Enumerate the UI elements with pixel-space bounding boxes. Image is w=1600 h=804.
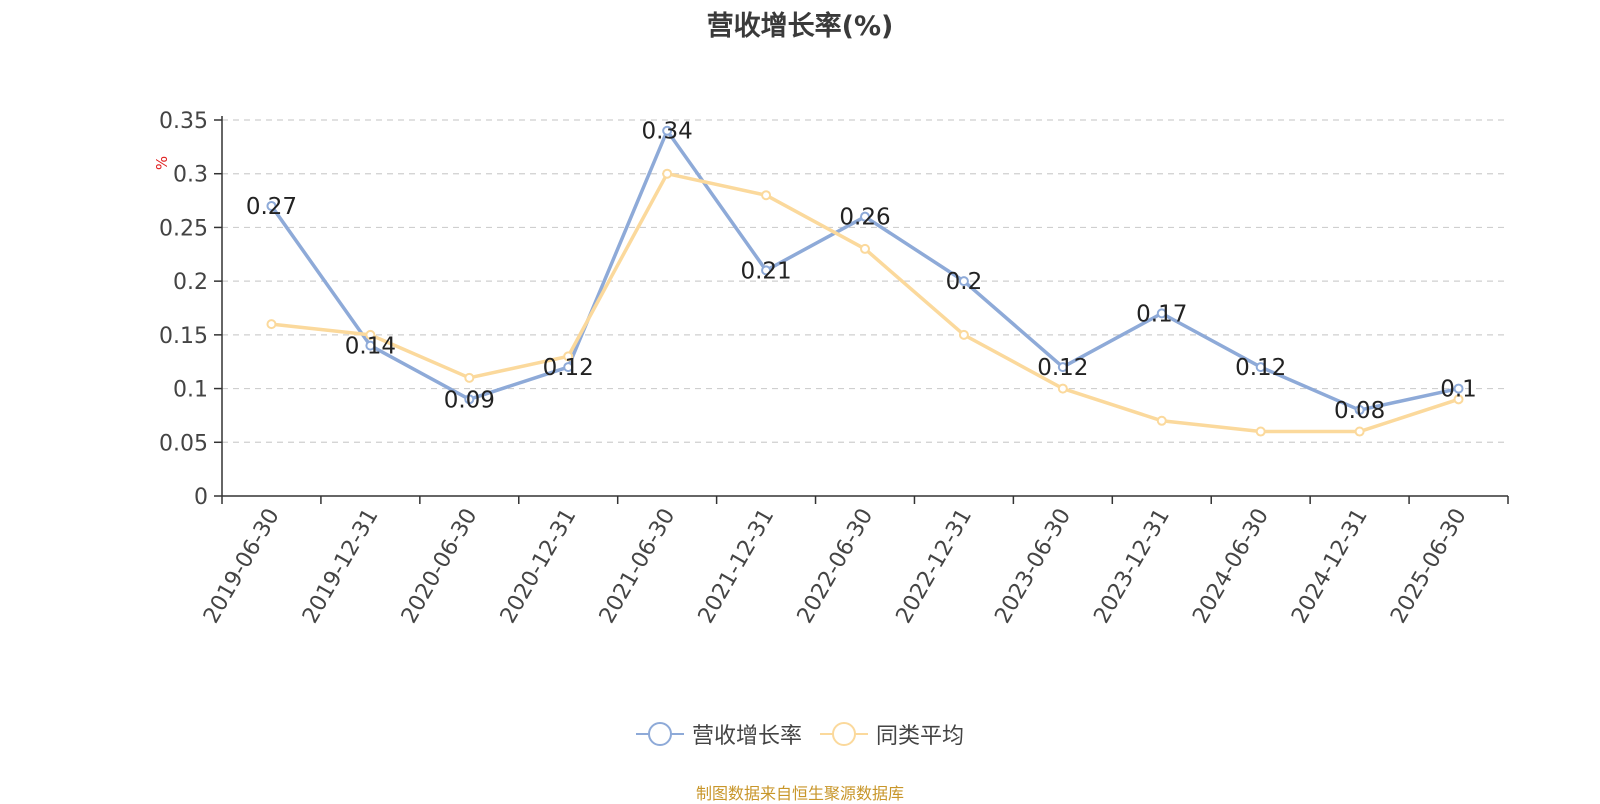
x-tick-label: 2020-06-30 [397,505,483,628]
series-2-point [1255,426,1266,437]
x-tick-label: 2024-06-30 [1188,505,1274,628]
x-tick-label: 2023-12-31 [1089,505,1175,628]
series-1-point [365,340,376,351]
x-tick-label: 2019-06-30 [199,505,285,628]
legend-item-series-1[interactable]: 营收增长率 [635,718,802,750]
series-2-point [365,329,376,340]
x-tick-label: 2023-06-30 [990,505,1076,628]
y-tick-label: 0.2 [173,270,208,295]
data-label: 0.08 [1334,398,1385,424]
series-1-point [266,200,277,211]
series-2-point [464,372,475,383]
data-label: 0.21 [740,258,791,284]
series-1-point [1453,383,1464,394]
series-1-point [761,265,772,276]
data-label: 0.17 [1136,301,1187,327]
legend: 营收增长率 同类平均 [0,718,1600,750]
y-axis-label: % [153,156,171,170]
data-source-note: 制图数据来自恒生聚源数据库 [695,784,904,803]
data-label: 0.27 [246,194,297,220]
data-label: 0.12 [543,355,594,381]
series-1-point [1057,362,1068,373]
legend-item-series-2[interactable]: 同类平均 [820,718,964,750]
series-1-point [464,394,475,405]
line-chart: 0 0.05 0.1 0.15 0.2 0.25 0.3 0.35% 2019-06-30 201… [153,109,1509,628]
y-tick-label: 0.15 [159,324,208,349]
series-1-point [662,125,673,136]
y-tick-label: 0.3 [173,163,208,188]
data-label: 0.12 [1037,355,1088,381]
x-tick-label: 2022-06-30 [793,505,879,628]
data-label: 0.2 [946,269,983,295]
y-tick-label: 0.05 [159,431,208,456]
data-label: 0.09 [444,387,495,413]
x-tick-label: 2022-12-31 [892,505,978,628]
series-2-point [1453,394,1464,405]
legend-swatch-series-2-icon [820,721,868,747]
series-2-point [1156,415,1167,426]
series-1-point [1255,362,1266,373]
x-tick-label: 2021-06-30 [595,505,681,628]
series-2-point [761,190,772,201]
y-tick-label: 0.35 [159,109,208,134]
series-1-point [1156,308,1167,319]
series-2-point [958,329,969,340]
x-tick-label: 2020-12-31 [496,505,582,628]
series-2-point [860,243,870,254]
series-2-point [563,351,574,362]
legend-swatch-series-1-icon [635,721,684,747]
x-tick-label: 2024-12-31 [1287,505,1373,628]
x-tick-label: 2019-12-31 [298,505,384,628]
series-2-point [1354,426,1365,437]
x-tick-label: 2025-06-30 [1386,505,1472,628]
series-1-point [563,362,574,373]
data-label: 0.1 [1440,377,1477,403]
series-1-point [1354,405,1365,416]
data-label: 0.26 [839,205,890,231]
data-label: 0.12 [1235,355,1286,381]
legend-label-series-2: 同类平均 [876,724,965,749]
data-label: 0.34 [642,119,693,145]
series-2-point [1057,383,1068,394]
y-tick-label: 0.1 [173,378,208,403]
series-1-point [860,211,870,222]
x-tick-label: 2021-12-31 [694,505,780,628]
data-label: 0.14 [345,334,396,360]
series-1-point [958,276,969,287]
y-tick-label: 0 [194,485,208,510]
chart-title: 营收增长率(%) [706,11,894,42]
series-2-point [662,168,673,179]
legend-label-series-1: 营收增长率 [691,724,802,749]
y-tick-label: 0.25 [159,216,208,241]
series-2-point [266,319,277,330]
